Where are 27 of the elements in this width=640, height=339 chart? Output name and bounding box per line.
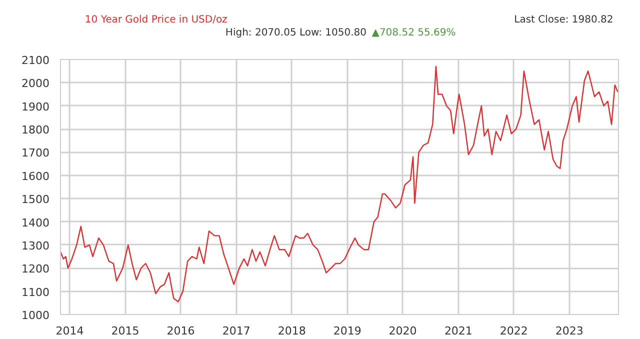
x-tick-label: 2015 [111,324,140,338]
y-tick-label: 1300 [22,239,50,252]
y-tick-label: 2000 [22,77,50,90]
y-tick-label: 1100 [22,286,50,299]
x-tick-label: 2023 [555,324,584,338]
chart-subtitle: High: 2070.05 Low: 1050.80 [225,28,367,38]
y-tick-label: 1500 [22,193,50,206]
y-tick-label: 1400 [22,216,50,230]
y-tick-label: 1700 [22,146,50,160]
x-tick-label: 2018 [278,324,306,338]
text: Last Close: 1980.82 [514,14,614,26]
line-series [60,66,618,302]
chart-title: 10 Year Gold Price in USD/oz [84,14,228,26]
y-tick-label: 1600 [22,170,50,183]
x-tick-label: 2017 [222,324,250,338]
x-tick-label: 2014 [56,324,84,338]
y-tick-label: 1800 [22,124,50,137]
x-tick-label: 2019 [333,324,362,338]
x-tick-label: 2022 [500,324,528,338]
x-tick-label: 2021 [444,324,472,338]
y-tick-label: 1000 [22,309,50,322]
y-tick-label: 2100 [22,54,50,67]
x-tick-label: 2020 [388,324,417,338]
y-tick-label: 1200 [22,262,50,276]
text: ▲708.52 55.69% [372,28,456,38]
x-tick-label: 2016 [166,324,195,338]
y-tick-label: 1900 [22,100,50,114]
